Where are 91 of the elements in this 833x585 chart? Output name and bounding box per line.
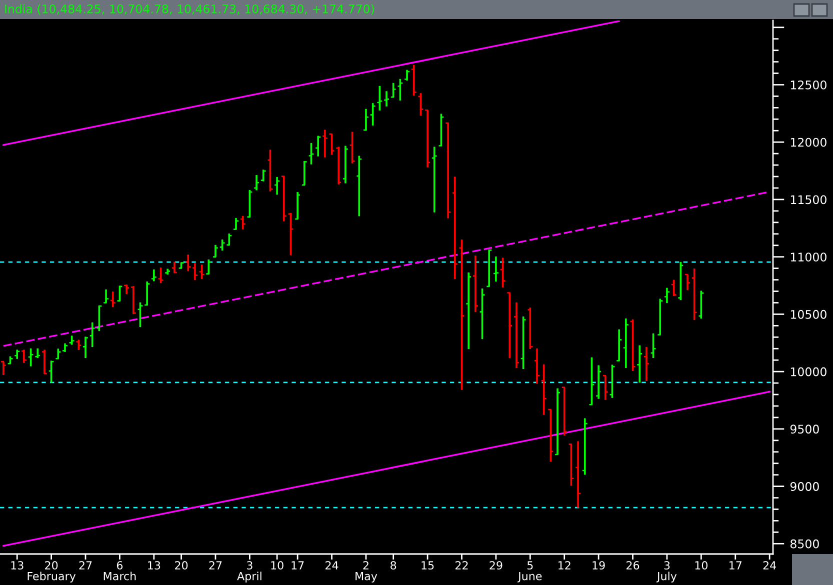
x-tick-label: 17 xyxy=(292,561,304,570)
candlestick xyxy=(562,386,567,436)
candlestick xyxy=(151,268,156,282)
x-tick-label: 10 xyxy=(271,561,284,570)
y-tick-label: 10500 xyxy=(790,310,826,319)
x-tick-label: 15 xyxy=(422,561,434,570)
candlestick xyxy=(240,214,246,230)
candlestick xyxy=(398,78,403,102)
candlestick xyxy=(650,332,656,359)
candlestick xyxy=(411,64,416,96)
candlestick xyxy=(199,264,204,280)
candlestick xyxy=(138,301,143,328)
candlestick xyxy=(644,346,649,382)
candlestick xyxy=(192,262,198,282)
candlestick xyxy=(356,154,362,218)
candlestick xyxy=(582,417,588,476)
candlestick xyxy=(390,82,396,98)
candlestick xyxy=(69,334,74,346)
candlestick xyxy=(678,260,684,302)
x-tick-label: 24 xyxy=(763,561,776,570)
y-tick-label: 9000 xyxy=(790,482,819,491)
candlestick xyxy=(110,290,116,308)
candlestick xyxy=(83,336,88,359)
x-tick-label: 20 February xyxy=(28,561,76,582)
candlestick xyxy=(486,248,492,288)
y-tick-label: 12000 xyxy=(790,138,826,147)
x-tick-label: 12 xyxy=(558,561,570,570)
x-tick-label: 3 April xyxy=(237,561,262,582)
x-tick-label: 29 xyxy=(490,561,502,570)
candlestick xyxy=(377,84,382,112)
candlestick xyxy=(507,292,512,360)
line-series xyxy=(2,390,770,547)
candlestick xyxy=(220,238,225,252)
x-tick-label: 24 xyxy=(326,561,338,570)
candlestick xyxy=(658,298,663,336)
candlestick xyxy=(206,258,212,275)
candlestick xyxy=(281,175,286,222)
x-tick-label: 22 xyxy=(455,561,468,570)
x-tick-label: 17 xyxy=(730,561,742,570)
candlestick xyxy=(213,244,218,258)
candlestick xyxy=(172,260,177,274)
x-tick-label: 10 xyxy=(695,561,708,570)
x-tick-label: 20 xyxy=(175,561,188,570)
y-tick-label: 11500 xyxy=(790,195,826,204)
candlestick xyxy=(308,142,314,166)
candlestick xyxy=(14,348,20,360)
x-tick-label: 13 xyxy=(148,561,160,570)
candlestick xyxy=(350,130,355,164)
x-tick-label: 6 March xyxy=(104,561,136,580)
candlestick xyxy=(370,102,376,126)
candlestick xyxy=(589,356,594,406)
candlestick xyxy=(226,232,232,246)
x-tick-label: 27 xyxy=(209,561,222,570)
candlestick xyxy=(158,266,164,284)
candlestick xyxy=(186,254,191,272)
x-tick-label: 26 xyxy=(626,561,640,570)
y-tick-label: 9500 xyxy=(790,424,819,434)
candlestick xyxy=(35,347,40,359)
y-tick-label: 11000 xyxy=(790,252,826,262)
y-tick-label: 12500 xyxy=(790,80,826,90)
candlestick xyxy=(56,348,61,360)
y-tick-label: 10000 xyxy=(790,367,826,376)
candlestick xyxy=(500,256,506,288)
x-tick-label: 2 May xyxy=(356,561,378,582)
candlestick xyxy=(664,286,670,304)
candlestick xyxy=(671,278,676,297)
y-tick-label: 8500 xyxy=(790,539,819,548)
candlestick xyxy=(384,90,389,108)
candlestick xyxy=(302,160,307,186)
candlestick xyxy=(493,256,498,282)
candlestick xyxy=(541,363,546,416)
x-tick-label: 3 July xyxy=(656,561,677,582)
candlestick xyxy=(288,212,294,256)
x-tick-label: 5 June xyxy=(517,561,542,582)
candlestick xyxy=(336,146,342,186)
x-tick-label: 8 xyxy=(390,561,396,570)
x-tick-label: 27 xyxy=(79,561,92,570)
candlestick xyxy=(76,338,82,351)
candlestick xyxy=(117,284,122,302)
candlestick xyxy=(130,285,136,315)
line-series xyxy=(2,20,620,146)
candlestick xyxy=(260,168,266,182)
candlestick xyxy=(418,92,424,116)
candlestick xyxy=(104,288,108,304)
x-tick-label: 13 xyxy=(11,561,24,570)
candlestick xyxy=(480,288,485,340)
candlestick xyxy=(637,344,642,384)
chart-title: India (10,484.25, 10,704.78, 10,461.73, 10,684.30, +174.770) xyxy=(5,4,374,15)
x-tick-label: 19 xyxy=(592,561,605,570)
candlestick xyxy=(48,360,54,384)
candlestick xyxy=(329,133,334,156)
